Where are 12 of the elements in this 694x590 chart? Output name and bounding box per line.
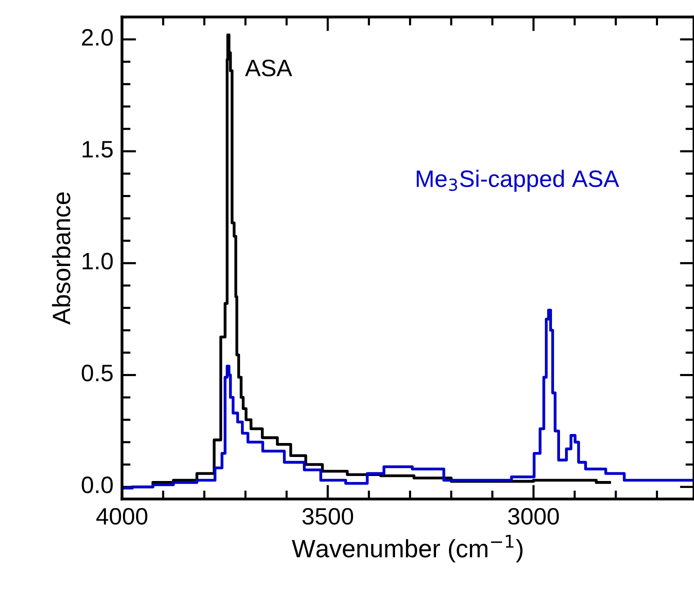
- series-label: ASA: [245, 60, 292, 76]
- x-tick-label: 4000: [96, 508, 148, 525]
- text: Me$_{3}$Si-capped ASA: [416, 170, 620, 192]
- y-tick-label: 2.0: [82, 28, 113, 46]
- x-tick-label: 3000: [508, 508, 559, 525]
- y-tick-label: 0.5: [82, 364, 113, 382]
- y-axis-title: Absorbance: [52, 192, 70, 325]
- y-tick-label: 0.0: [82, 476, 113, 494]
- y-tick-label: 1.5: [82, 141, 113, 158]
- x-axis-title: Wavenumber (cm$^{−1}$): [292, 534, 523, 562]
- x-tick-label: 3500: [302, 508, 354, 525]
- y-tick-label: 1.0: [82, 252, 113, 270]
